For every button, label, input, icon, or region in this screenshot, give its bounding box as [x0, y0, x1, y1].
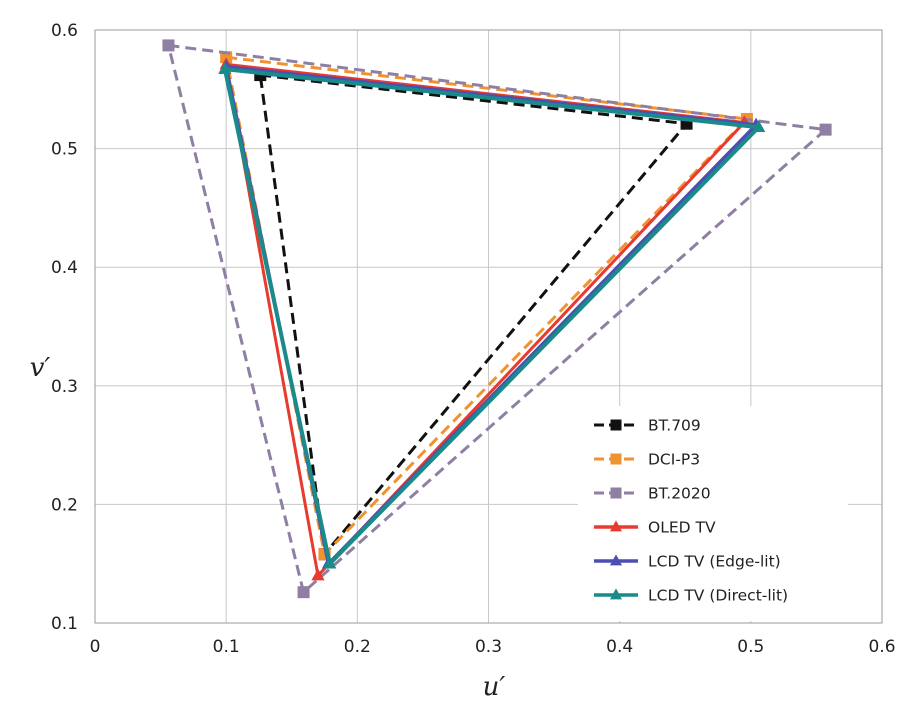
x-tick-label: 0.6: [868, 637, 895, 657]
data-point-oled-tv: [311, 568, 325, 581]
data-point-lcd-tv-direct-lit: [323, 556, 337, 569]
series-line-bt-709: [258, 73, 689, 556]
legend-swatch-marker: [609, 588, 623, 600]
legend-swatch-marker: [610, 419, 622, 431]
data-point-lcd-tv-direct-lit: [752, 120, 766, 133]
y-tick-label: 0.4: [51, 258, 78, 278]
x-tick-label: 0.3: [475, 637, 502, 657]
x-axis-title: u′: [483, 672, 506, 701]
legend-item-dci-p3: DCI-P3: [594, 451, 700, 469]
legend-label: OLED TV: [648, 519, 716, 537]
y-tick-label: 0.3: [51, 377, 78, 397]
legend-item-lcd-tv-edge-lit: LCD TV (Edge-lit): [594, 553, 781, 571]
legend-swatch-marker: [610, 487, 622, 499]
plot-frame: [94, 29, 883, 624]
legend-item-bt-2020: BT.2020: [594, 485, 711, 503]
series-layer: [162, 39, 832, 599]
y-tick-label: 0.6: [51, 21, 78, 41]
series-line-bt-2020: [166, 43, 828, 594]
data-point-lcd-tv-direct-lit: [218, 61, 232, 74]
x-tick-label: 0: [90, 637, 101, 657]
legend-swatch-marker: [609, 520, 623, 532]
legend-label: BT.709: [648, 417, 701, 435]
legend: BT.709 DCI-P3 BT.2020 OLED TV LCD TV (Edge-l…: [578, 406, 848, 621]
series-lcd-tv-direct-lit: [218, 61, 766, 569]
series-bt-2020: [162, 39, 832, 599]
y-tick-label: 0.2: [51, 495, 78, 515]
data-point-bt-2020: [297, 586, 310, 599]
legend-item-bt-709: BT.709: [594, 417, 701, 435]
legend-label: DCI-P3: [648, 451, 700, 469]
legend-item-oled-tv: OLED TV: [594, 519, 716, 537]
legend-label: LCD TV (Edge-lit): [648, 553, 781, 571]
y-axis-title: v′: [30, 353, 51, 383]
x-tick-label: 0.1: [213, 637, 240, 657]
series-line-lcd-tv-direct-lit: [222, 67, 761, 566]
legend-label: BT.2020: [648, 485, 711, 503]
y-tick-label: 0.1: [51, 614, 78, 634]
data-point-bt-2020: [162, 39, 175, 52]
legend-item-lcd-tv-direct-lit: LCD TV (Direct-lit): [594, 587, 788, 605]
legend-swatch-marker: [610, 453, 622, 465]
data-point-bt-2020: [819, 123, 832, 136]
legend-swatch-marker: [609, 554, 623, 566]
legend-label: LCD TV (Direct-lit): [648, 587, 788, 605]
x-tick-label: 0.5: [737, 637, 764, 657]
x-tick-label: 0.2: [344, 637, 371, 657]
y-tick-label: 0.5: [51, 140, 78, 160]
y-tick-labels: 0.1 0.2 0.3 0.4 0.5 0.6: [51, 21, 78, 634]
x-tick-labels: 0 0.1 0.2 0.3 0.4 0.5 0.6: [90, 637, 896, 657]
legend-box: [578, 406, 848, 621]
x-tick-label: 0.4: [606, 637, 633, 657]
